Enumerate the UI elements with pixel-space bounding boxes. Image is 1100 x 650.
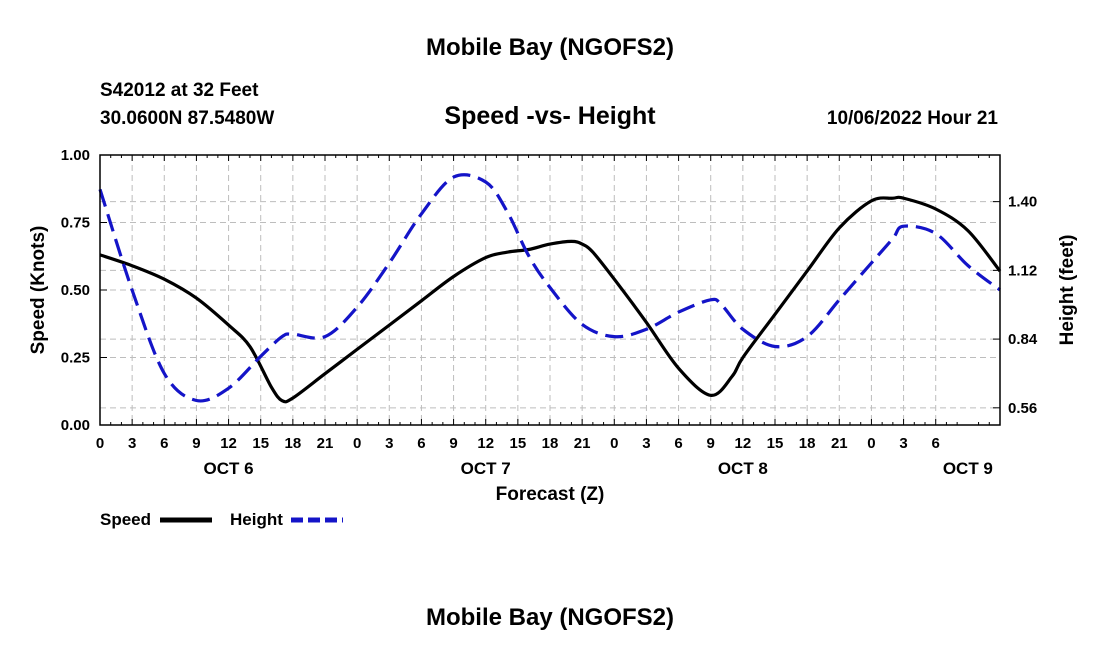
y2-tick-label: 1.12: [1008, 262, 1037, 279]
day-label: OCT 6: [204, 459, 254, 478]
x-tick-label: 21: [574, 435, 591, 452]
y-axis-label: Speed (Knots): [28, 226, 49, 355]
station-name: S42012 at 32 Feet: [100, 80, 259, 101]
x-tick-label: 15: [252, 435, 269, 452]
y2-tick-label: 0.84: [1008, 331, 1038, 348]
y-tick-label: 0.25: [61, 350, 90, 367]
footer-title: Mobile Bay (NGOFS2): [426, 604, 674, 631]
y-tick-label: 0.50: [61, 282, 90, 299]
x-tick-label: 18: [542, 435, 559, 452]
y-tick-label: 1.00: [61, 147, 90, 164]
station-coords: 30.0600N 87.5480W: [100, 108, 274, 129]
y-tick-label: 0.00: [61, 417, 90, 434]
speed-line: [99, 195, 1002, 404]
day-label: OCT 7: [461, 459, 511, 478]
x-tick-label: 0: [353, 435, 361, 452]
x-tick-label: 6: [674, 435, 682, 452]
x-tick-label: 12: [220, 435, 237, 452]
x-tick-label: 6: [160, 435, 168, 452]
x-tick-label: 12: [735, 435, 752, 452]
x-tick-label: 9: [707, 435, 715, 452]
y-tick-label: 0.75: [61, 215, 90, 232]
series-layer: [98, 173, 1002, 404]
x-tick-label: 15: [767, 435, 784, 452]
x-tick-label: 0: [867, 435, 875, 452]
x-tick-label: 15: [510, 435, 527, 452]
x-tick-label: 9: [449, 435, 457, 452]
x-tick-label: 3: [128, 435, 136, 452]
x-tick-label: 6: [932, 435, 940, 452]
height-line: [98, 173, 1001, 403]
x-tick-label: 3: [899, 435, 907, 452]
day-label: OCT 9: [943, 459, 993, 478]
x-tick-label: 18: [799, 435, 816, 452]
x-tick-label: 6: [417, 435, 425, 452]
legend-speed-label: Speed: [100, 510, 151, 529]
x-tick-label: 3: [642, 435, 650, 452]
x-tick-label: 12: [477, 435, 494, 452]
legend: Speed Height: [100, 510, 343, 529]
y2-axis-label: Height (feet): [1057, 235, 1078, 346]
legend-height-label: Height: [230, 510, 283, 529]
x-tick-label: 3: [385, 435, 393, 452]
grid: [100, 155, 1000, 425]
issued-time: 10/06/2022 Hour 21: [827, 108, 999, 129]
x-axis-label: Forecast (Z): [496, 484, 605, 505]
day-label: OCT 8: [718, 459, 768, 478]
y2-tick-label: 1.40: [1008, 194, 1037, 211]
x-tick-label: 18: [285, 435, 302, 452]
y2-tick-label: 0.56: [1008, 400, 1037, 417]
ticks: 0 3 6 9 12 15 18 21 0 3 6 9 12 15 18 21 0 3 6 9 12 15 18 21 0 3 6O…: [61, 147, 1038, 478]
chart-title: Speed -vs- Height: [444, 102, 656, 130]
x-tick-label: 9: [192, 435, 200, 452]
page-title: Mobile Bay (NGOFS2): [426, 34, 674, 61]
x-tick-label: 21: [831, 435, 848, 452]
x-tick-label: 21: [317, 435, 334, 452]
x-tick-label: 0: [96, 435, 104, 452]
x-tick-label: 0: [610, 435, 618, 452]
